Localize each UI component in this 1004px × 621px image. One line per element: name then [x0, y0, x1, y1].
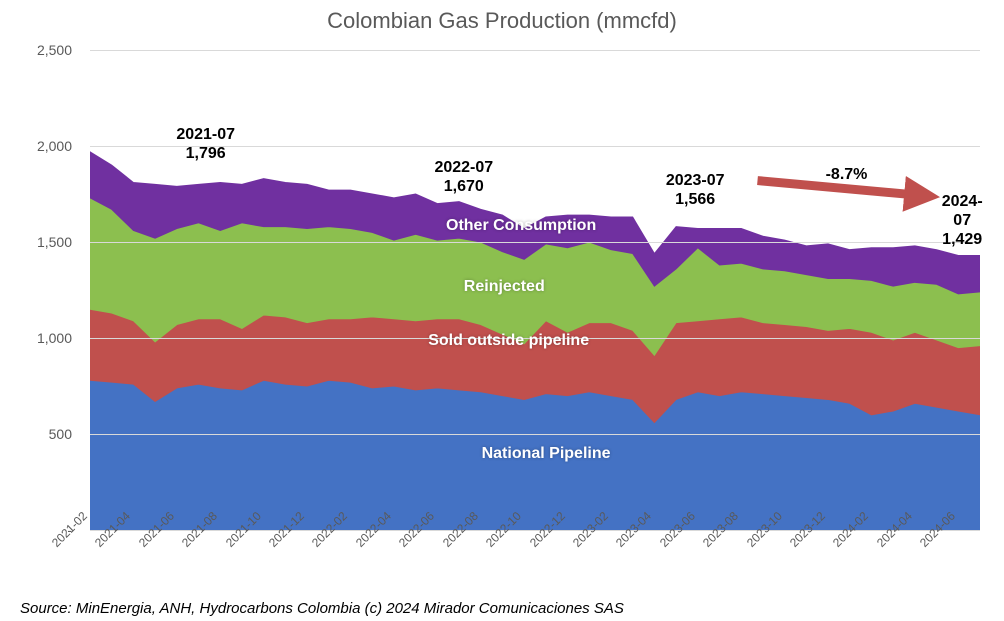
y-tick-label: 1,000 — [37, 330, 72, 346]
y-axis: -5001,0001,5002,0002,500 — [20, 50, 80, 530]
y-tick-label: 2,500 — [37, 42, 72, 58]
plot-area: Other ConsumptionReinjectedSold outside … — [90, 50, 980, 530]
y-tick-label: 500 — [49, 426, 72, 442]
gridline — [90, 242, 980, 243]
gridline — [90, 434, 980, 435]
chart-title: Colombian Gas Production (mmcfd) — [0, 0, 1004, 34]
y-tick-label: 1,500 — [37, 234, 72, 250]
source-citation: Source: MinEnergia, ANH, Hydrocarbons Co… — [20, 600, 624, 617]
x-axis: 2021-022021-042021-062021-082021-102021-… — [90, 535, 980, 595]
gridline — [90, 338, 980, 339]
y-tick-label: 2,000 — [37, 138, 72, 154]
gridline — [90, 146, 980, 147]
trend-arrow — [758, 181, 927, 196]
stacked-area-svg — [90, 50, 980, 530]
gridline — [90, 50, 980, 51]
